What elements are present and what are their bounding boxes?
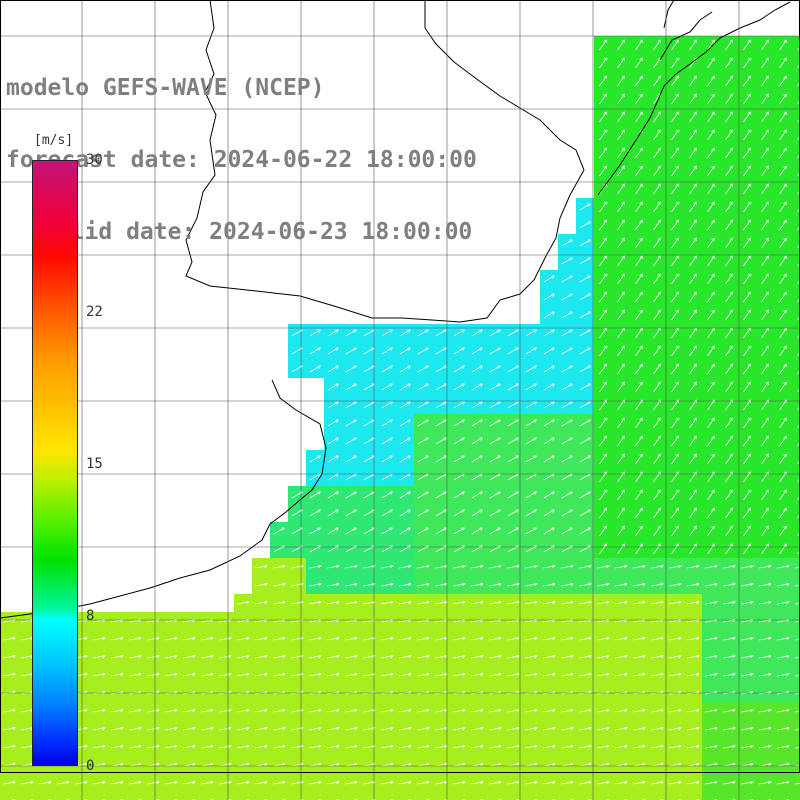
wind-cell — [792, 414, 800, 432]
wind-cell — [18, 792, 36, 800]
wind-cell — [684, 792, 702, 800]
wind-cell — [504, 792, 522, 800]
wind-cell — [792, 558, 800, 576]
wind-cell — [630, 792, 648, 800]
wind-cell — [792, 792, 800, 800]
wind-cell — [54, 792, 72, 800]
wind-cell — [162, 792, 180, 800]
wind-cell — [612, 792, 630, 800]
wind-cell — [576, 792, 594, 800]
wind-cell — [792, 90, 800, 108]
wind-cell — [90, 792, 108, 800]
wind-cell — [792, 648, 800, 666]
wind-cell — [792, 468, 800, 486]
wind-cell — [792, 126, 800, 144]
wind-cell — [792, 324, 800, 342]
wind-cell — [270, 792, 288, 800]
wind-cell — [648, 792, 666, 800]
wind-cell — [144, 792, 162, 800]
wind-cell — [792, 522, 800, 540]
wind-cell — [792, 630, 800, 648]
wind-cell — [792, 198, 800, 216]
wind-cell — [360, 792, 378, 800]
wind-cell — [378, 792, 396, 800]
wind-cell — [792, 342, 800, 360]
wind-cell — [324, 792, 342, 800]
colorbar-tick-22: 22 — [86, 304, 103, 320]
colorbar-tick-15: 15 — [86, 456, 103, 472]
wind-cell — [792, 360, 800, 378]
wind-cell — [792, 108, 800, 126]
wind-cell — [792, 36, 800, 54]
wind-cell — [738, 792, 756, 800]
wind-cell — [792, 540, 800, 558]
wind-cell — [108, 792, 126, 800]
wind-cell — [792, 612, 800, 630]
wind-cell — [702, 792, 720, 800]
wind-cell — [792, 396, 800, 414]
wind-cell — [792, 504, 800, 522]
wind-cell — [396, 792, 414, 800]
model-title: modelo GEFS-WAVE (NCEP) — [6, 75, 325, 101]
colorbar-tick-8: 8 — [86, 608, 95, 624]
wind-cell — [792, 288, 800, 306]
wind-cell — [180, 792, 198, 800]
colorbar — [32, 160, 78, 766]
wind-cell — [792, 306, 800, 324]
wind-cell — [792, 162, 800, 180]
wind-cell — [198, 792, 216, 800]
wind-cell — [792, 216, 800, 234]
wind-cell — [720, 792, 738, 800]
wind-cell — [252, 792, 270, 800]
wind-cell — [468, 792, 486, 800]
wind-cell — [126, 792, 144, 800]
wind-cell — [756, 792, 774, 800]
colorbar-unit: [m/s] — [32, 132, 76, 149]
colorbar-tick-0: 0 — [86, 758, 95, 774]
wind-cell — [774, 792, 792, 800]
wind-cell — [0, 792, 18, 800]
colorbar-tick-30: 30 — [86, 152, 103, 168]
wind-cell — [792, 252, 800, 270]
wind-cell — [594, 792, 612, 800]
wind-cell — [792, 144, 800, 162]
wind-cell — [666, 792, 684, 800]
wind-cell — [72, 792, 90, 800]
wind-cell — [234, 792, 252, 800]
wind-cell — [792, 666, 800, 684]
wind-cell — [558, 792, 576, 800]
wind-cell — [288, 792, 306, 800]
wind-cell — [522, 792, 540, 800]
wind-cell — [792, 378, 800, 396]
wind-cell — [792, 486, 800, 504]
wind-cell — [342, 792, 360, 800]
wind-cell — [306, 792, 324, 800]
wind-cell — [792, 54, 800, 72]
wind-cell — [792, 594, 800, 612]
wind-cell — [792, 180, 800, 198]
wind-cell — [540, 792, 558, 800]
wind-cell — [792, 432, 800, 450]
wind-cell — [792, 576, 800, 594]
wind-cell — [792, 270, 800, 288]
wind-cell — [792, 72, 800, 90]
wind-cell — [792, 450, 800, 468]
wind-cell — [450, 792, 468, 800]
wind-cell — [792, 234, 800, 252]
wind-cell — [36, 792, 54, 800]
wind-cell — [486, 792, 504, 800]
wind-cell — [216, 792, 234, 800]
wind-cell — [414, 792, 432, 800]
